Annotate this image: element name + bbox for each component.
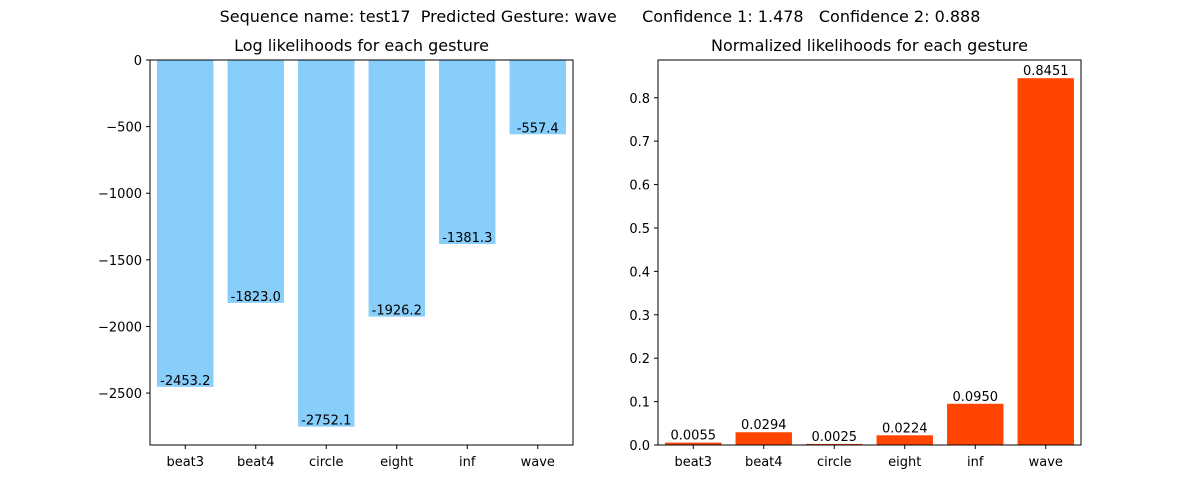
chart2-y-tick-label: 0.3 (629, 309, 650, 324)
chart1-x-tick-label-inf: inf (459, 455, 476, 470)
chart1-y-tick-label: −1500 (98, 254, 142, 269)
chart1-bar-beat4 (227, 60, 284, 303)
chart1-y-tick-label: −2500 (98, 387, 142, 402)
chart1-title: Log likelihoods for each gesture (234, 36, 489, 55)
chart2-x-tick-label-wave: wave (1029, 455, 1063, 470)
chart2-value-label-beat3: 0.0055 (671, 429, 717, 444)
chart1-bar-beat3 (157, 60, 214, 387)
chart1-value-label-eight: -1926.2 (372, 304, 422, 319)
chart2-y-tick-label: 0.4 (629, 265, 650, 280)
chart2-bar-circle (806, 443, 863, 445)
chart2-value-label-inf: 0.0950 (953, 390, 999, 405)
chart2-bar-eight (876, 435, 933, 445)
figure-suptitle: Sequence name: test17 Predicted Gesture:… (219, 7, 981, 26)
chart1-value-label-inf: -1381.3 (442, 231, 492, 246)
chart2-bar-wave (1017, 78, 1074, 445)
chart1-bar-circle (298, 60, 355, 427)
chart2-y-tick-label: 0.2 (629, 352, 650, 367)
chart2-bar-beat3 (665, 442, 722, 445)
chart2-value-label-beat4: 0.0294 (741, 418, 787, 433)
chart2-value-label-circle: 0.0025 (812, 430, 858, 445)
chart1-bar-inf (439, 60, 496, 245)
chart1-x-tick-label-wave: wave (521, 455, 555, 470)
chart2-y-tick-label: 0.1 (629, 396, 650, 411)
chart2-y-tick-label: 0.0 (629, 439, 650, 454)
chart1-x-tick-label-beat4: beat4 (237, 455, 275, 470)
chart2-axes-frame (657, 59, 1082, 446)
chart1-y-tick-label: −2000 (98, 320, 142, 335)
chart2-x-tick-label-inf: inf (967, 455, 984, 470)
chart2-x-tick-label-eight: eight (888, 455, 921, 470)
chart2-y-tick-label: 0.7 (629, 135, 650, 150)
chart1-value-label-beat4: -1823.0 (231, 290, 281, 305)
chart1-bar-wave (509, 60, 566, 135)
chart2-value-label-wave: 0.8451 (1023, 64, 1069, 79)
chart1-value-label-circle: -2752.1 (301, 414, 351, 429)
chart1-value-label-wave: -557.4 (517, 121, 559, 136)
chart2-y-tick-label: 0.6 (629, 179, 650, 194)
chart1-y-tick-label: −1000 (98, 187, 142, 202)
chart2-bar-inf (947, 403, 1004, 445)
chart2-x-tick-label-circle: circle (817, 455, 852, 470)
chart2-title: Normalized likelihoods for each gesture (711, 36, 1028, 55)
chart1-y-tick-label: −500 (106, 121, 142, 136)
chart1-x-tick-label-circle: circle (309, 455, 344, 470)
chart1-x-tick-label-eight: eight (380, 455, 413, 470)
chart2-bar-beat4 (735, 432, 792, 445)
chart1-value-label-beat3: -2453.2 (160, 374, 210, 389)
chart2-value-label-eight: 0.0224 (882, 421, 928, 436)
chart2-y-tick-label: 0.8 (629, 92, 650, 107)
chart1-x-tick-label-beat3: beat3 (166, 455, 204, 470)
chart1-bar-eight (368, 60, 425, 317)
chart2-x-tick-label-beat4: beat4 (745, 455, 783, 470)
chart2-x-tick-label-beat3: beat3 (674, 455, 712, 470)
chart1-y-tick-label: 0 (134, 54, 142, 69)
chart2-y-tick-label: 0.5 (629, 222, 650, 237)
chart1-axes-frame (149, 59, 574, 446)
